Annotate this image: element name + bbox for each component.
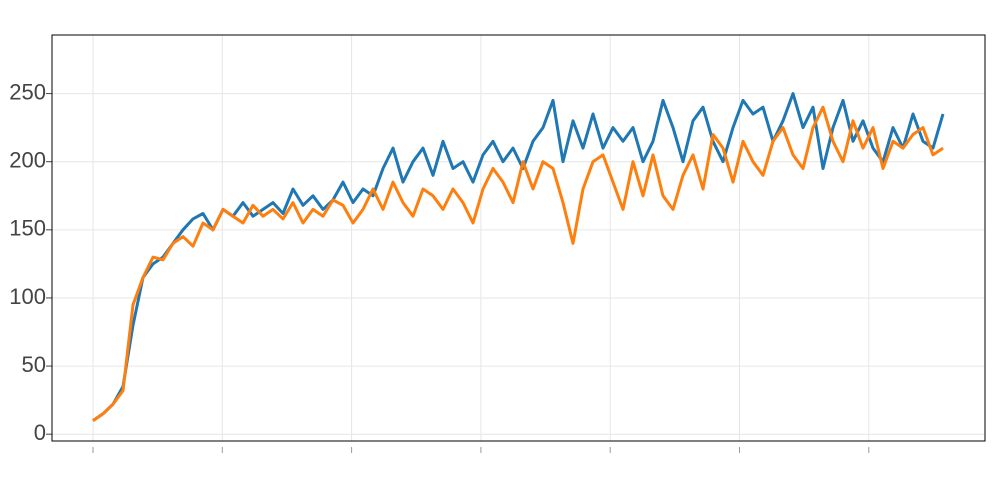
y-tick-label: 50	[22, 352, 46, 377]
y-tick-label: 250	[9, 79, 46, 104]
series-line	[92, 105, 944, 422]
y-tick-label: 200	[9, 148, 46, 173]
plot-frame	[51, 34, 986, 442]
series-line	[92, 92, 945, 422]
y-tick-label: 150	[9, 216, 46, 241]
y-tick-label: 100	[9, 284, 46, 309]
y-tick-label: 0	[34, 420, 46, 445]
